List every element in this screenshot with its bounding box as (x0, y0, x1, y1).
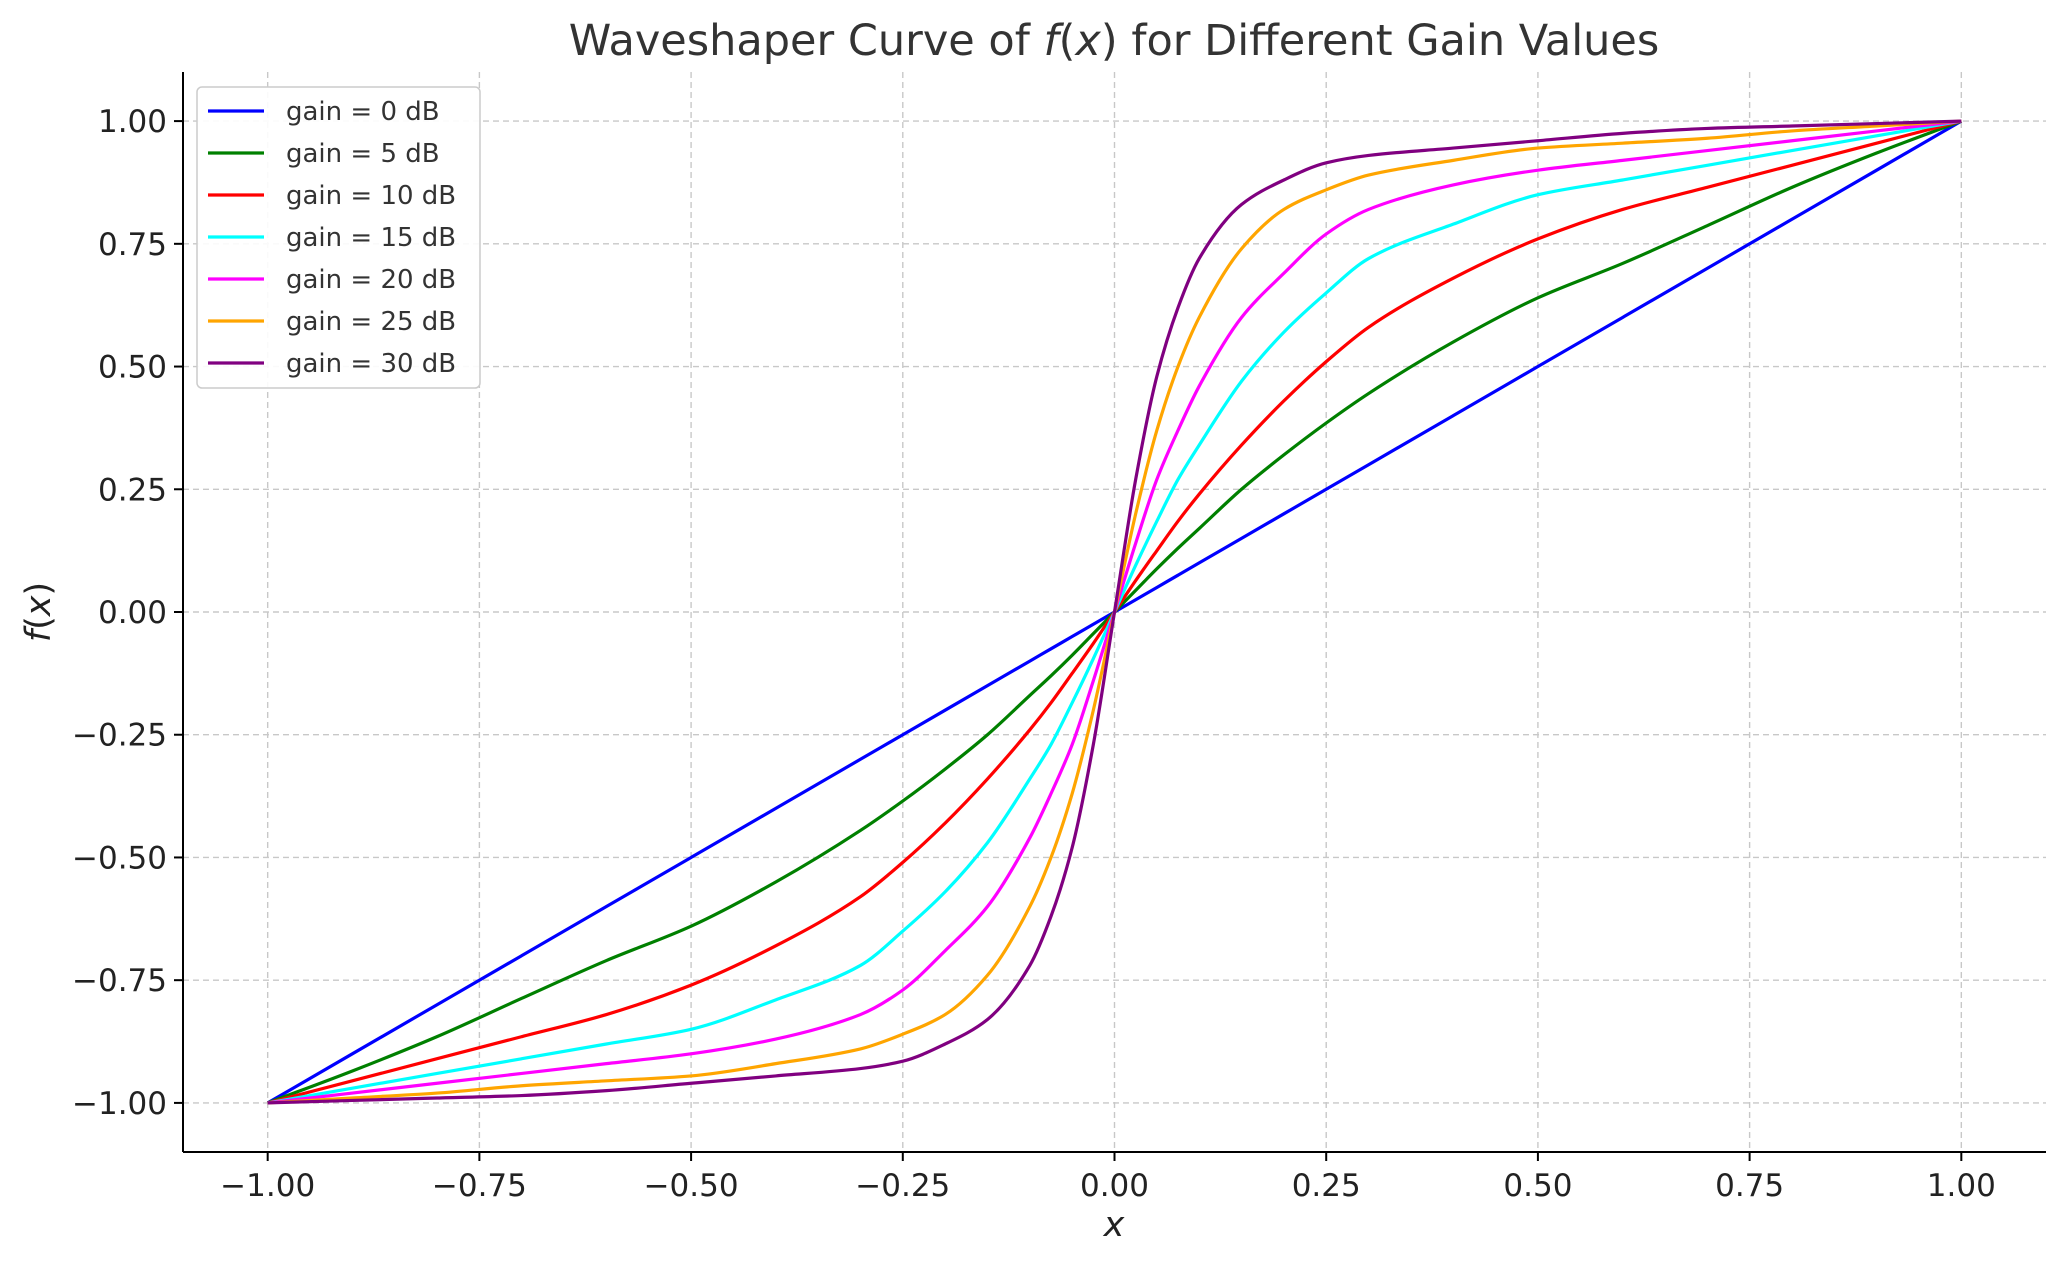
x-axis-label: x (1103, 1205, 1125, 1245)
legend-entry: gain = 25 dB (208, 307, 456, 337)
y-tick-label: 1.00 (98, 104, 167, 140)
legend-label: gain = 10 dB (286, 181, 456, 211)
y-tick-label: −0.50 (72, 840, 167, 876)
ticks: −1.00 −0.75 −0.50 −0.25 0.00 0.25 0.50 0.75 1.00… (72, 104, 1996, 1204)
legend-label: gain = 30 dB (286, 349, 456, 379)
y-tick-label: 0.75 (98, 227, 167, 263)
x-tick-label: −0.50 (644, 1168, 739, 1204)
legend-entry: gain = 15 dB (208, 223, 456, 253)
legend-label: gain = 0 dB (286, 97, 440, 127)
y-tick-label: −0.25 (72, 718, 167, 754)
x-tick-label: 0.00 (1080, 1168, 1149, 1204)
y-tick-label: −1.00 (72, 1086, 167, 1122)
legend-label: gain = 20 dB (286, 265, 456, 295)
y-axis-label: f(x) (19, 582, 59, 642)
x-tick-label: 0.50 (1503, 1168, 1572, 1204)
legend-frame (196, 86, 481, 389)
legend-entry: gain = 10 dB (208, 181, 456, 211)
series-line (267, 119, 1962, 1105)
y-tick-label: −0.75 (72, 963, 167, 999)
legend-label: gain = 15 dB (286, 223, 456, 253)
x-tick-label: −1.00 (220, 1168, 315, 1204)
legend-label: gain = 5 dB (286, 139, 440, 169)
y-tick-label: 0.50 (98, 350, 167, 386)
series-lines (266, 119, 1963, 1105)
y-tick-label: 0.25 (98, 472, 167, 508)
x-tick-label: −0.75 (432, 1168, 527, 1204)
legend-entry: gain = 30 dB (208, 349, 456, 379)
x-tick-label: −0.25 (855, 1168, 950, 1204)
x-tick-label: 1.00 (1927, 1168, 1996, 1204)
chart-title: Waveshaper Curve of f(x) for Different G… (569, 16, 1660, 66)
legend-entry: gain = 20 dB (208, 265, 456, 295)
legend-entry: gain = 0 dB (208, 97, 440, 127)
x-tick-label: 0.75 (1715, 1168, 1784, 1204)
legend-label: gain = 25 dB (286, 307, 456, 337)
x-tick-label: 0.25 (1292, 1168, 1361, 1204)
legend-entry: gain = 5 dB (208, 139, 440, 169)
y-tick-label: 0.00 (98, 595, 167, 631)
legend: gain = 0 dB gain = 5 dB gain = 10 dB gain =… (196, 86, 481, 389)
